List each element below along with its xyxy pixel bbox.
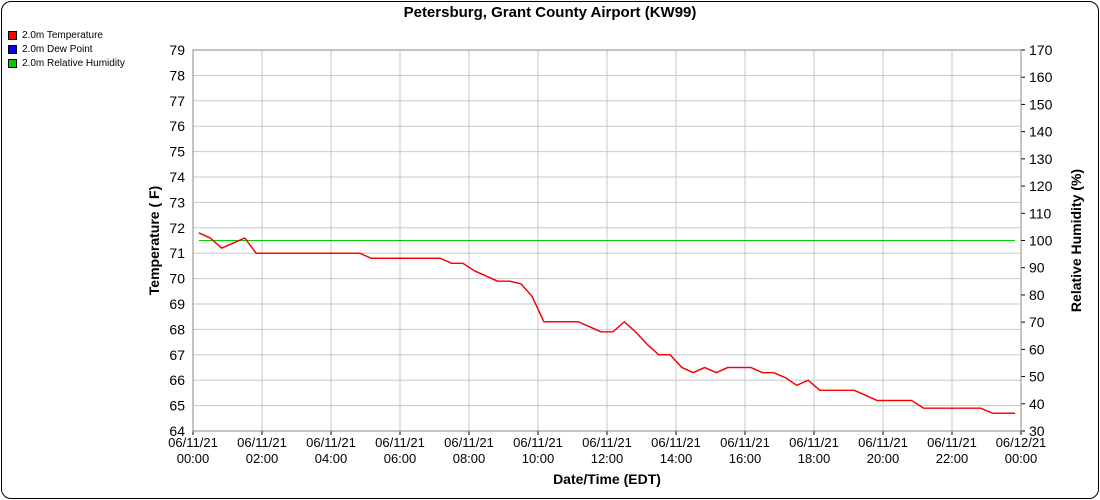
- x-tick-date-label: 06/11/21: [789, 435, 839, 450]
- legend-swatch-temperature: [8, 30, 17, 40]
- y-tick-label: 67: [169, 347, 185, 363]
- x-tick-date-label: 06/11/21: [306, 435, 356, 450]
- y2-tick-label: 80: [1029, 287, 1045, 303]
- x-tick-date-label: 06/11/21: [720, 435, 770, 450]
- x-tick-date-label: 06/11/21: [444, 435, 494, 450]
- x-tick-time-label: 02:00: [246, 451, 279, 466]
- y2-tick-label: 100: [1029, 233, 1053, 249]
- y-tick-label: 77: [169, 93, 185, 109]
- y-tick-label: 73: [169, 194, 185, 210]
- plot-border: [192, 49, 1022, 432]
- x-tick-time-label: 00:00: [1005, 451, 1038, 466]
- y-tick-label: 68: [169, 321, 185, 337]
- x-tick-time-label: 14:00: [660, 451, 693, 466]
- y-tick-label: 66: [169, 372, 185, 388]
- x-tick-date-label: 06/11/21: [375, 435, 425, 450]
- x-tick-time-label: 06:00: [384, 451, 417, 466]
- y2-tick-label: 140: [1029, 124, 1053, 140]
- y-tick-label: 69: [169, 296, 185, 312]
- y-tick-label: 71: [169, 245, 185, 261]
- y2-tick-label: 40: [1029, 396, 1045, 412]
- x-tick-date-label: 06/11/21: [927, 435, 977, 450]
- y2-tick-label: 30: [1029, 423, 1045, 439]
- x-tick-time-label: 08:00: [453, 451, 486, 466]
- x-tick-date-label: 06/12/21: [996, 435, 1047, 450]
- legend-swatch-relative-humidity: [8, 58, 17, 68]
- x-axis-label: Date/Time (EDT): [553, 471, 661, 487]
- x-tick-time-label: 20:00: [867, 451, 900, 466]
- y2-tick-label: 120: [1029, 178, 1053, 194]
- x-tick-time-label: 04:00: [315, 451, 348, 466]
- legend-item-temperature: 2.0m Temperature: [8, 28, 125, 42]
- x-tick-date-label: 06/11/21: [168, 435, 218, 450]
- x-tick-time-label: 22:00: [936, 451, 969, 466]
- x-tick-time-label: 12:00: [591, 451, 624, 466]
- y2-tick-label: 130: [1029, 151, 1053, 167]
- y-axis-label: Temperature ( F): [146, 186, 162, 295]
- x-tick-date-label: 06/11/21: [858, 435, 908, 450]
- x-tick-time-label: 10:00: [522, 451, 555, 466]
- y2-tick-label: 90: [1029, 260, 1045, 276]
- y2-tick-label: 170: [1029, 42, 1053, 58]
- x-tick-date-label: 06/11/21: [513, 435, 563, 450]
- legend-swatch-dew-point: [8, 44, 17, 54]
- chart-title: Petersburg, Grant County Airport (KW99): [403, 4, 697, 21]
- y-tick-label: 78: [169, 67, 185, 83]
- y-tick-label: 72: [169, 220, 185, 236]
- legend-item-dew-point: 2.0m Dew Point: [8, 42, 125, 56]
- y2-tick-label: 160: [1029, 69, 1053, 85]
- legend: 2.0m Temperature 2.0m Dew Point 2.0m Rel…: [8, 28, 125, 70]
- y2-tick-label: 50: [1029, 369, 1045, 385]
- y2-tick-label: 150: [1029, 96, 1053, 112]
- y2-tick-label: 110: [1029, 205, 1052, 221]
- x-tick-date-label: 06/11/21: [237, 435, 287, 450]
- temperature-line: [198, 232, 1016, 414]
- x-tick-time-label: 00:00: [177, 451, 210, 466]
- y2-tick-label: 70: [1029, 314, 1045, 330]
- legend-item-relative-humidity: 2.0m Relative Humidity: [8, 56, 125, 70]
- y-tick-label: 74: [169, 169, 185, 185]
- x-tick-date-label: 06/11/21: [651, 435, 701, 450]
- y2-tick-label: 60: [1029, 341, 1045, 357]
- y-tick-label: 70: [169, 271, 185, 287]
- y-tick-label: 64: [169, 423, 185, 439]
- x-tick-date-label: 06/11/21: [582, 435, 632, 450]
- y-tick-label: 75: [169, 144, 185, 160]
- y-tick-label: 65: [169, 398, 185, 414]
- legend-label-temperature: 2.0m Temperature: [22, 29, 103, 41]
- y-tick-label: 76: [169, 118, 185, 134]
- x-tick-time-label: 18:00: [798, 451, 831, 466]
- legend-label-dew-point: 2.0m Dew Point: [22, 43, 93, 55]
- x-tick-time-label: 16:00: [729, 451, 762, 466]
- legend-label-relative-humidity: 2.0m Relative Humidity: [22, 57, 125, 69]
- y2-axis-label: Relative Humidity (%): [1068, 169, 1084, 312]
- y-tick-label: 79: [169, 42, 185, 58]
